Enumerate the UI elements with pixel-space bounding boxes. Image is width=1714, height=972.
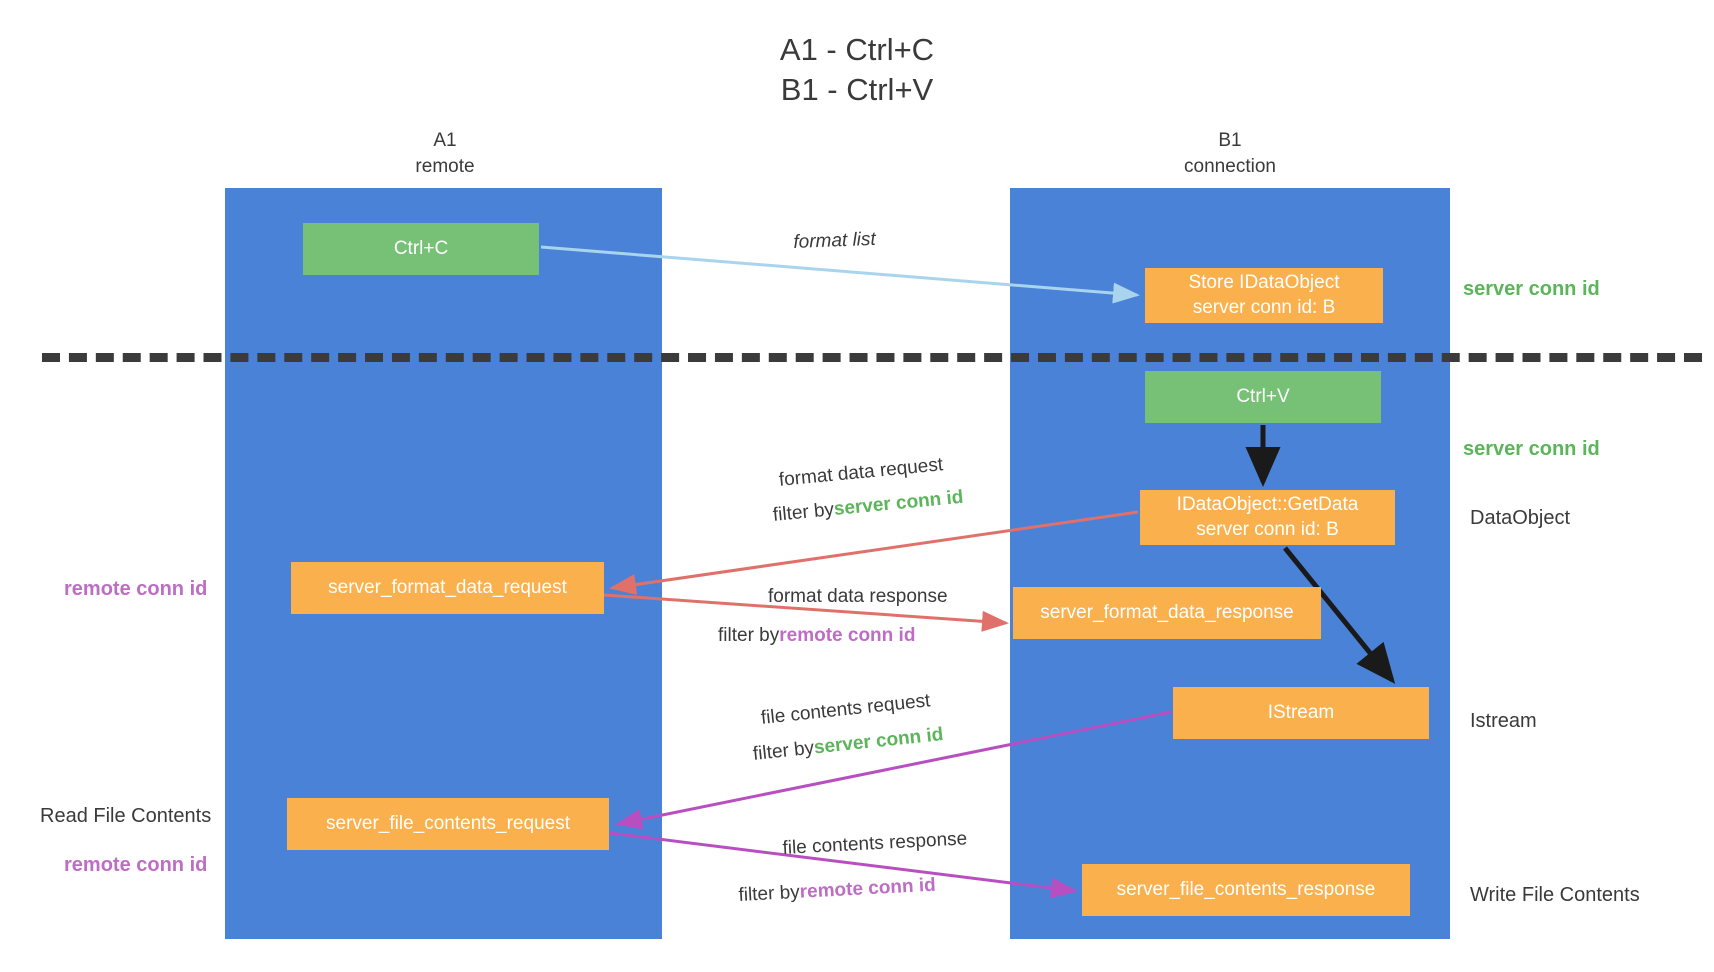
side-label-remote-conn-id-mid: remote conn id bbox=[64, 578, 208, 600]
side-label-remote-conn-id-bottom: remote conn id bbox=[64, 854, 208, 876]
column-header-b1: B1 connection bbox=[1184, 130, 1276, 177]
node-ctrl-c[interactable]: Ctrl+C bbox=[303, 223, 539, 275]
column-header-a1: A1 remote bbox=[415, 130, 475, 177]
edge-label-file-contents-request: file contents request bbox=[760, 690, 932, 729]
node-idataobject-getdata[interactable]: IDataObject::GetData server conn id: B bbox=[1140, 490, 1395, 545]
edge-label-file-contents-response-filter: filter byremote conn id bbox=[738, 875, 936, 907]
edge-label-format-data-request: format data request bbox=[778, 454, 945, 491]
edge-label-format-list: format list bbox=[793, 228, 877, 253]
edge-label-format-data-response-filter: filter byremote conn id bbox=[718, 625, 915, 647]
side-label-write-file-contents: Write File Contents bbox=[1470, 884, 1640, 906]
node-ctrl-v[interactable]: Ctrl+V bbox=[1145, 371, 1381, 423]
node-istream[interactable]: IStream bbox=[1173, 687, 1429, 739]
node-server-format-data-request[interactable]: server_format_data_request bbox=[291, 562, 604, 614]
page-title: A1 - Ctrl+C B1 - Ctrl+V bbox=[779, 32, 935, 107]
side-label-istream: Istream bbox=[1470, 710, 1537, 732]
side-label-dataobject: DataObject bbox=[1470, 507, 1571, 529]
filter-key-remote-conn-id: remote conn id bbox=[779, 625, 916, 646]
side-label-server-conn-id-mid: server conn id bbox=[1463, 438, 1600, 460]
filter-prefix: filter by bbox=[738, 881, 801, 906]
filter-key-server-conn-id: server conn id bbox=[812, 724, 945, 759]
filter-key-server-conn-id: server conn id bbox=[832, 486, 965, 521]
node-server-format-data-response[interactable]: server_format_data_response bbox=[1013, 587, 1321, 639]
node-server-file-contents-response[interactable]: server_file_contents_response bbox=[1082, 864, 1410, 916]
edge-label-file-contents-request-filter: filter byserver conn id bbox=[752, 724, 944, 766]
side-label-server-conn-id-top: server conn id bbox=[1463, 278, 1600, 300]
side-label-read-file-contents: Read File Contents bbox=[40, 805, 212, 827]
edge-label-format-data-response: format data response bbox=[768, 586, 948, 607]
node-store-idataobject[interactable]: Store IDataObject server conn id: B bbox=[1145, 268, 1383, 323]
filter-prefix: filter by bbox=[752, 737, 816, 765]
filter-prefix: filter by bbox=[772, 499, 835, 526]
edge-label-format-data-request-filter: filter byserver conn id bbox=[772, 487, 964, 527]
filter-prefix: filter by bbox=[718, 625, 780, 646]
edge-label-file-contents-response: file contents response bbox=[782, 828, 968, 859]
node-server-file-contents-request[interactable]: server_file_contents_request bbox=[287, 798, 609, 850]
phase-divider bbox=[42, 353, 1702, 362]
filter-key-remote-conn-id: remote conn id bbox=[799, 874, 937, 903]
